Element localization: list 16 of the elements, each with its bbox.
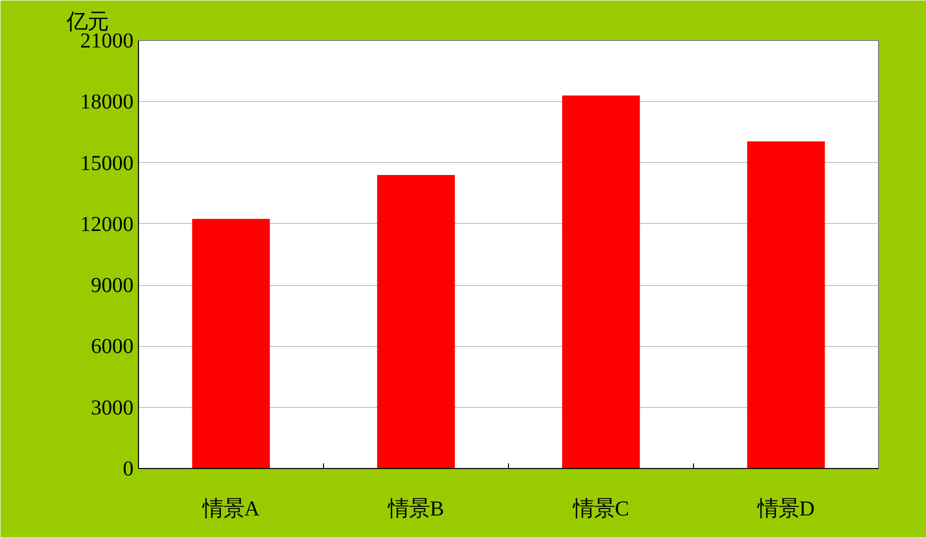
y-tick-label: 9000 [90,273,134,298]
y-tick-label: 3000 [90,395,134,420]
x-tick-label: 情景B [386,496,444,520]
x-tick-label: 情景D [756,496,815,520]
x-tick-label: 情景C [572,496,630,520]
y-tick-label: 12000 [80,212,134,236]
y-tick-label: 6000 [90,334,134,358]
bar [562,96,640,468]
x-tick-label: 情景A [201,496,260,520]
y-tick-label: 0 [122,456,134,480]
bar [192,218,270,468]
y-tick-label: 15000 [80,150,134,175]
y-tick-label: 18000 [80,90,134,114]
bar [377,175,455,468]
y-axis-title: 亿元 [66,10,108,34]
bar [747,141,825,468]
